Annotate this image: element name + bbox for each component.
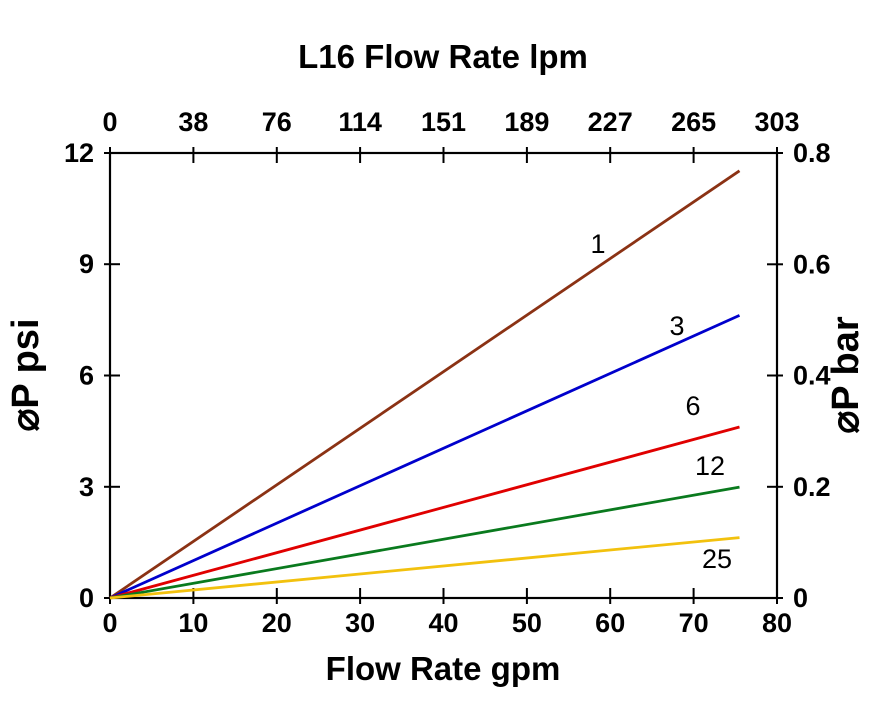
svg-text:80: 80 bbox=[762, 608, 792, 638]
svg-text:⌀P bar: ⌀P bar bbox=[825, 316, 867, 433]
svg-text:114: 114 bbox=[338, 107, 382, 137]
svg-text:6: 6 bbox=[685, 391, 700, 421]
svg-text:6: 6 bbox=[79, 361, 94, 391]
svg-text:12: 12 bbox=[64, 138, 94, 168]
svg-text:151: 151 bbox=[421, 107, 466, 137]
svg-text:38: 38 bbox=[178, 107, 208, 137]
svg-text:0.8: 0.8 bbox=[793, 138, 831, 168]
svg-text:12: 12 bbox=[695, 451, 725, 481]
svg-text:1: 1 bbox=[590, 229, 605, 259]
svg-text:0.6: 0.6 bbox=[793, 249, 831, 279]
svg-text:L16 Flow Rate lpm: L16 Flow Rate lpm bbox=[298, 38, 588, 75]
svg-text:0.2: 0.2 bbox=[793, 472, 831, 502]
svg-text:0: 0 bbox=[79, 583, 94, 613]
svg-text:40: 40 bbox=[428, 608, 458, 638]
svg-text:9: 9 bbox=[79, 249, 94, 279]
svg-text:⌀P psi: ⌀P psi bbox=[5, 319, 47, 432]
svg-text:30: 30 bbox=[345, 608, 375, 638]
svg-text:0: 0 bbox=[102, 107, 117, 137]
svg-text:3: 3 bbox=[79, 472, 94, 502]
svg-text:0: 0 bbox=[102, 608, 117, 638]
svg-text:0: 0 bbox=[793, 583, 808, 613]
svg-text:3: 3 bbox=[669, 311, 684, 341]
svg-text:76: 76 bbox=[262, 107, 292, 137]
svg-text:50: 50 bbox=[512, 608, 542, 638]
svg-text:25: 25 bbox=[702, 544, 732, 574]
svg-text:227: 227 bbox=[588, 107, 633, 137]
svg-text:10: 10 bbox=[178, 608, 208, 638]
svg-text:265: 265 bbox=[671, 107, 716, 137]
svg-text:189: 189 bbox=[504, 107, 549, 137]
svg-text:60: 60 bbox=[595, 608, 625, 638]
svg-text:Flow Rate gpm: Flow Rate gpm bbox=[326, 650, 561, 687]
svg-text:20: 20 bbox=[262, 608, 292, 638]
svg-text:70: 70 bbox=[679, 608, 709, 638]
svg-text:303: 303 bbox=[754, 107, 799, 137]
